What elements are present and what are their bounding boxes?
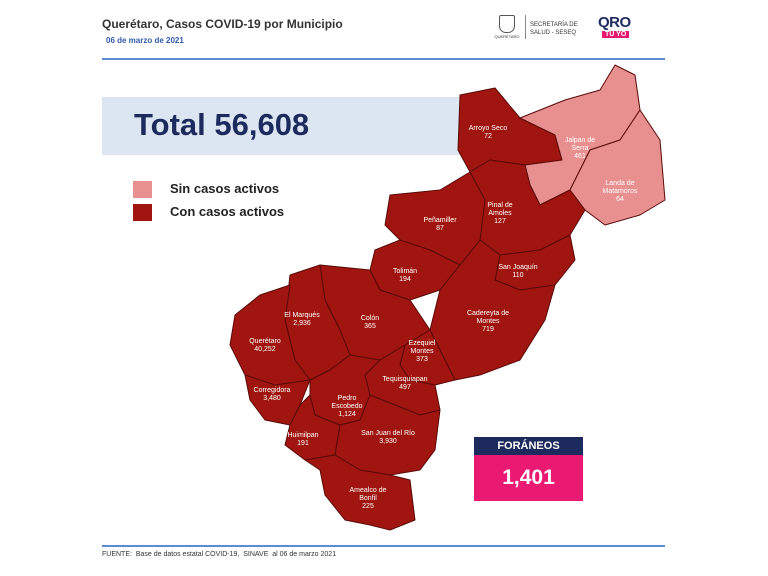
municipality-name: Tolimán (392, 268, 418, 275)
municipality-cases: 373 (416, 356, 428, 363)
municipality-name: Querétaro (249, 338, 281, 345)
total-box (102, 97, 460, 155)
municipality-name: Peñamiller (423, 217, 457, 224)
municipality-label: San Juan del Río 3,930 (361, 430, 416, 446)
municipality-name: Cadereyta de Montes (466, 310, 510, 325)
municipality-label: Colón 365 (355, 315, 385, 331)
municipality-name: Landa de Matamoros (602, 180, 638, 195)
municipality-cases: 3,480 (263, 395, 281, 402)
foraneos-label: FORÁNEOS (474, 437, 583, 455)
municipality-name: Arroyo Seco (468, 125, 508, 132)
municipality-name: Pedro Escobedo (331, 395, 363, 410)
municipality-name: Tequisquiapan (382, 376, 428, 383)
municipality-cases: 3,930 (379, 438, 397, 445)
municipality-name: San Joaquín (498, 264, 538, 271)
municipality-label: San Joaquín 110 (493, 264, 543, 280)
municipality-label: El Marqués 2,936 (281, 312, 323, 328)
municipality-label: Corregidora 3,480 (247, 387, 297, 403)
municipality-name: Jalpan de Serra (564, 137, 596, 152)
municipality-label: Landa de Matamoros 64 (594, 180, 646, 204)
municipality-name: Corregidora (253, 387, 291, 394)
municipality-cases: 191 (297, 440, 309, 447)
legend-swatch (133, 204, 152, 221)
municipality-cases: 365 (364, 323, 376, 330)
legend-label: Sin casos activos (170, 181, 280, 196)
municipality-cases: 87 (436, 225, 444, 232)
municipality-cases: 72 (484, 133, 492, 140)
separator (525, 15, 526, 39)
municipality-name: Huimilpan (287, 432, 319, 439)
municipality-label: Querétaro 40,252 (245, 338, 285, 354)
municipality-label: Arroyo Seco 72 (468, 125, 508, 141)
municipality-label: Amealco de Bonfil 225 (344, 487, 392, 511)
municipality-label: Tequisquiapan 497 (375, 376, 435, 392)
municipality-label: Cadereyta de Montes 719 (461, 310, 516, 334)
municipality-cases: 719 (482, 326, 494, 333)
municipality-cases: 40,252 (254, 346, 276, 353)
municipality-region (229, 284, 311, 386)
municipality-cases: 497 (399, 384, 411, 391)
municipality-label: Jalpan de Serra 461 (559, 137, 601, 161)
municipality-region (569, 109, 666, 226)
municipality-name: Ezequiel Montes (408, 340, 436, 355)
legend-swatch (133, 181, 152, 198)
municipality-cases: 110 (512, 272, 524, 279)
municipality-label: Pedro Escobedo 1,124 (327, 395, 367, 419)
municipality-cases: 225 (362, 503, 374, 510)
total: Total 56,608 (134, 107, 310, 142)
municipality-name: El Marqués (284, 312, 320, 319)
municipality-name: Pinal de Amoles (487, 202, 513, 217)
footer: FUENTE: Base de datos estatal COVID-19, … (102, 551, 337, 558)
municipality-name: Amealco de Bonfil (349, 487, 387, 502)
municipality-label: Huimilpan 191 (283, 432, 323, 448)
municipality-region (304, 454, 416, 531)
municipality-cases: 1,124 (338, 411, 356, 418)
divider (102, 58, 665, 60)
municipality-cases: 127 (494, 218, 506, 225)
municipality-name: Colón (360, 315, 380, 322)
municipality-label: Pinal de Amoles 127 (480, 202, 520, 226)
municipality-cases: 194 (399, 276, 411, 283)
municipality-label: Ezequiel Montes 373 (402, 340, 442, 364)
municipality-cases: 64 (616, 196, 624, 203)
tuyo-logo: TÚ YO (602, 31, 630, 38)
foraneos-value: 1,401 (474, 455, 583, 501)
title: Querétaro, Casos COVID-19 por Municipio (102, 17, 343, 31)
municipality-name: San Juan del Río (361, 430, 415, 437)
municipality-cases: 461 (574, 153, 586, 160)
divider (102, 545, 665, 547)
qro-logo: QRO (598, 14, 631, 31)
state-crest: QUERÉTARO (492, 15, 522, 39)
secretaria-logo: SECRETARÍA DE SALUD - SESEQ (530, 22, 578, 36)
legend-label: Con casos activos (170, 204, 285, 219)
municipality-label: Tolimán 194 (385, 268, 425, 284)
municipality-cases: 2,936 (293, 320, 311, 327)
municipality-label: Peñamiller 87 (415, 217, 465, 233)
date: 06 de marzo de 2021 (106, 36, 184, 45)
